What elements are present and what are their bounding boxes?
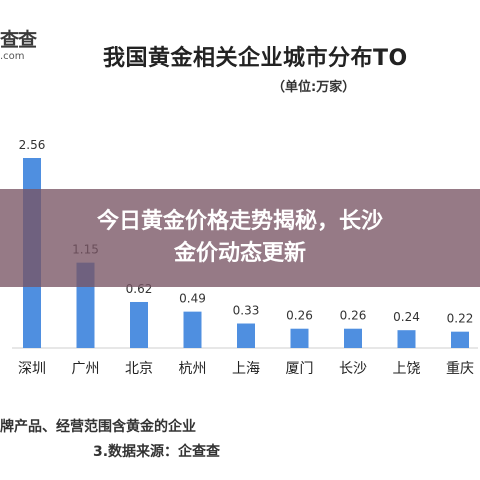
logo-domain: .com xyxy=(0,51,25,62)
data-label-8: 0.22 xyxy=(447,312,474,326)
chart-title: 我国黄金相关企业城市分布TO xyxy=(103,46,408,71)
bar-5 xyxy=(290,328,309,348)
category-label-8: 重庆 xyxy=(446,361,474,377)
bar-3 xyxy=(183,311,202,348)
category-label-0: 深圳 xyxy=(18,361,46,377)
bar-7 xyxy=(397,330,416,348)
category-label-5: 厦门 xyxy=(286,361,314,377)
banner-line-1: 今日黄金价格走势揭秘，长沙 xyxy=(96,209,383,234)
logo-text: 查查 xyxy=(0,29,37,51)
bar-2 xyxy=(130,301,148,348)
category-label-3: 杭州 xyxy=(179,361,207,377)
category-label-4: 上海 xyxy=(232,361,260,377)
bar-8 xyxy=(451,331,469,348)
banner-line-2: 金价动态更新 xyxy=(173,241,306,266)
footnote-source: 3.数据来源：企查查 xyxy=(93,444,221,460)
data-label-3: 0.49 xyxy=(179,292,206,306)
data-label-6: 0.26 xyxy=(340,309,367,323)
headline-banner: 今日黄金价格走势揭秘，长沙 金价动态更新 xyxy=(0,189,480,287)
data-label-0: 2.56 xyxy=(19,138,46,152)
category-label-1: 广州 xyxy=(72,361,100,377)
brand-logo: 查查 .com xyxy=(0,30,48,63)
chart-subtitle: （单位:万家） xyxy=(272,80,356,95)
category-label-6: 长沙 xyxy=(339,361,367,377)
data-label-7: 0.24 xyxy=(393,310,420,324)
footnote-scope: 牌产品、经营范围含黄金的企业 xyxy=(0,419,196,435)
bar-6 xyxy=(344,328,362,348)
category-label-2: 北京 xyxy=(125,361,153,377)
data-label-4: 0.33 xyxy=(233,304,260,318)
bar-4 xyxy=(237,323,255,348)
data-label-5: 0.26 xyxy=(286,309,313,323)
category-label-7: 上饶 xyxy=(393,361,421,377)
